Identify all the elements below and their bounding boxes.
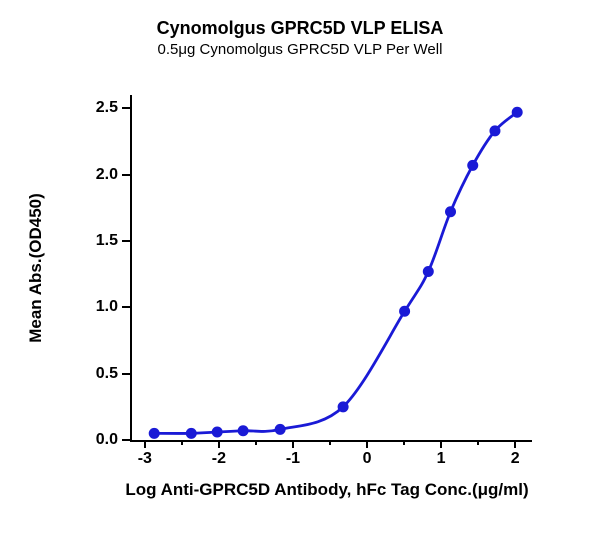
line-curve [132,95,532,440]
data-point [212,427,223,438]
chart-title: Cynomolgus GPRC5D VLP ELISA [0,18,600,39]
data-point [399,306,410,317]
y-axis-label: Mean Abs.(OD450) [26,168,46,368]
x-tick-label: -1 [283,450,303,468]
y-tick-label: 2.0 [96,166,118,184]
x-tick-label: 0 [357,450,377,468]
chart-container: Cynomolgus GPRC5D VLP ELISA 0.5μg Cynomo… [0,0,600,538]
x-tick-label: 1 [431,450,451,468]
x-tick-label: -3 [135,450,155,468]
x-tick [144,440,146,448]
x-tick [440,440,442,448]
data-point [275,424,286,435]
data-point [186,428,197,439]
y-tick [122,107,130,109]
x-tick [514,440,516,448]
x-minor-tick [403,440,405,445]
x-tick-label: -2 [209,450,229,468]
x-minor-tick [181,440,183,445]
x-tick [366,440,368,448]
x-minor-tick [477,440,479,445]
data-point [423,266,434,277]
plot-area [130,95,532,442]
x-axis-label: Log Anti-GPRC5D Antibody, hFc Tag Conc.(… [92,480,562,500]
x-minor-tick [329,440,331,445]
data-line [154,112,517,433]
y-tick-label: 1.5 [96,232,118,250]
y-tick [122,439,130,441]
y-tick [122,306,130,308]
data-point [512,107,523,118]
data-point [445,206,456,217]
y-tick [122,174,130,176]
y-tick-label: 0.5 [96,365,118,383]
plot-wrap [130,95,532,442]
y-tick-label: 1.0 [96,298,118,316]
x-tick-label: 2 [505,450,525,468]
x-tick [292,440,294,448]
data-point [238,425,249,436]
data-point [489,125,500,136]
x-tick [218,440,220,448]
chart-subtitle: 0.5μg Cynomolgus GPRC5D VLP Per Well [0,41,600,58]
y-tick [122,240,130,242]
titles-block: Cynomolgus GPRC5D VLP ELISA 0.5μg Cynomo… [0,18,600,58]
data-point [467,160,478,171]
data-point [338,401,349,412]
data-point [149,428,160,439]
y-tick [122,373,130,375]
x-minor-tick [255,440,257,445]
y-tick-label: 0.0 [96,431,118,449]
y-tick-label: 2.5 [96,99,118,117]
